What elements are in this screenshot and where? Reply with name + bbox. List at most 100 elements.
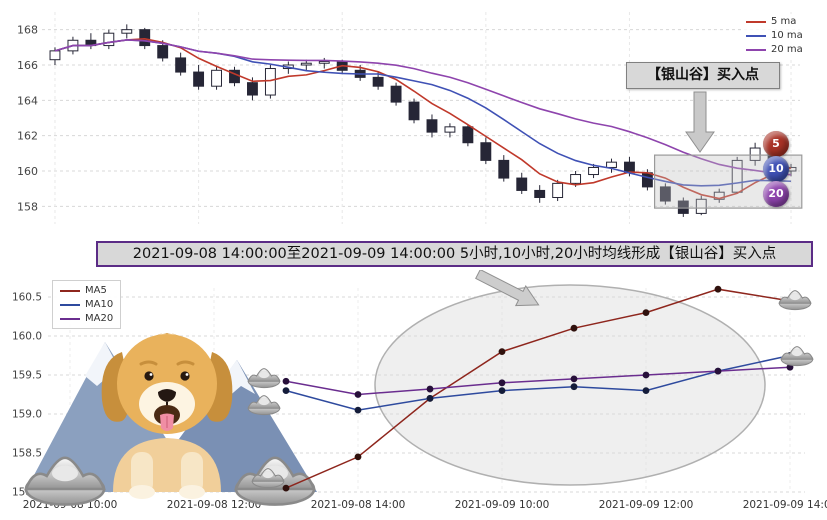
data-point (426, 385, 434, 393)
data-point (570, 383, 578, 391)
y-tick-label: 164 (17, 94, 38, 107)
ma5-badge: 5 (763, 131, 789, 157)
pattern-description-banner: 2021-09-08 14:00:00至2021-09-09 14:00:00 … (96, 241, 813, 267)
series-line-ma20 (285, 366, 791, 396)
candlestick (408, 98, 420, 124)
candlestick (516, 172, 528, 194)
y-tick-label: 166 (17, 59, 38, 72)
y-tick-label: 158 (17, 200, 38, 213)
ma-lines-layer (54, 38, 792, 200)
y-tick-label: 158.5 (12, 448, 42, 460)
y-tick-label: 162 (17, 130, 38, 143)
x-tick-label: 2021-09-09 10:00 (455, 499, 550, 511)
top-chart-legend: 5 ma 10 ma 20 ma (742, 14, 807, 57)
legend-item: 5 ma (746, 16, 803, 27)
dog-brow (176, 360, 195, 366)
data-point (354, 453, 362, 461)
candlestick (121, 24, 133, 39)
silver-ingot-icon (780, 346, 814, 367)
banner-arrow-icon (475, 270, 540, 307)
candlestick (659, 183, 671, 205)
data-point (642, 309, 650, 316)
candlestick (677, 197, 689, 217)
candlestick (588, 163, 599, 179)
data-point (354, 391, 362, 398)
dog-eye (144, 371, 154, 381)
dog-leg (131, 452, 153, 494)
legend-label: 10 ma (771, 30, 803, 41)
dog-fur-tuft (153, 333, 181, 338)
silver-ingot-icon (778, 290, 812, 311)
data-point (642, 387, 650, 394)
ma10-legend-line-icon (60, 303, 80, 306)
eye-glint (149, 373, 153, 376)
ma10-legend-line-icon (746, 34, 766, 37)
candlestick (480, 137, 492, 164)
x-tick-label: 2021-09-08 14:00 (311, 499, 406, 511)
series-line-ma5 (285, 288, 791, 489)
candlestick (175, 52, 187, 76)
ma10-badge: 10 (763, 156, 789, 182)
y-tick-label: 159.0 (12, 409, 42, 421)
candlestick (318, 57, 330, 69)
data-point (570, 375, 578, 383)
candlestick (390, 82, 402, 106)
legend-item: MA5 (60, 285, 113, 296)
y-tick-label: 159.5 (12, 370, 42, 382)
data-point (498, 379, 506, 387)
legend-item: 10 ma (746, 30, 803, 41)
candlestick (749, 142, 761, 166)
candlestick (211, 66, 222, 90)
dog-mascot-illustration (24, 333, 317, 506)
candlestick (229, 66, 240, 87)
y-tick-label: 160.0 (12, 331, 42, 343)
candlestick (534, 185, 546, 203)
dog-nose (158, 389, 176, 402)
data-point (714, 285, 722, 293)
legend-item: 20 ma (746, 44, 803, 55)
candlestick (606, 158, 617, 173)
candlestick-chart: 158 160 162 164 166 168 (17, 12, 803, 224)
series-line-ma10 (285, 354, 791, 411)
candlestick (300, 59, 312, 71)
top-chart-grid: 158 160 162 164 166 168 (17, 12, 800, 224)
data-point (642, 371, 650, 379)
data-point (282, 484, 290, 492)
data-point (354, 406, 362, 414)
silver-ingot-icon (247, 368, 281, 389)
ma20-badge: 20 (763, 181, 789, 207)
eye-glint (185, 373, 189, 376)
ma-line-chart: 158.0158.5159.0159.5160.0160.52021-09-08… (12, 270, 827, 511)
ma20-legend-line-icon (60, 317, 80, 320)
bottom-chart-legend: MA5 MA10 MA20 (52, 280, 122, 329)
legend-label: MA5 (85, 285, 107, 296)
dog-eye (180, 371, 190, 381)
candlestick (372, 72, 384, 90)
y-tick-label: 160.5 (12, 292, 42, 304)
data-point (570, 324, 578, 332)
data-point (426, 395, 434, 402)
y-tick-label: 168 (17, 24, 38, 37)
candlestick (193, 65, 205, 90)
data-point (498, 348, 506, 355)
legend-label: 20 ma (771, 44, 803, 55)
candlestick (731, 156, 743, 194)
annotation-arrow-icon (685, 91, 715, 153)
candlestick (462, 125, 474, 147)
candlestick (264, 65, 276, 99)
candlestick (85, 33, 97, 50)
pattern-highlight-ellipse (374, 284, 766, 486)
dog-paw (179, 485, 205, 499)
y-tick-label: 160 (17, 165, 38, 178)
ma-line-20 (54, 39, 792, 176)
ma20-legend-line-icon (746, 48, 766, 51)
buy-point-annotation: 【银山谷】买入点 (626, 62, 780, 89)
data-point (498, 387, 506, 394)
ma-series-layer (282, 285, 794, 492)
candlestick (103, 29, 115, 50)
x-tick-label: 2021-09-09 14:00 (743, 499, 827, 511)
candlestick (426, 114, 438, 138)
legend-label: MA20 (85, 313, 114, 324)
x-tick-label: 2021-09-08 12:00 (167, 499, 262, 511)
